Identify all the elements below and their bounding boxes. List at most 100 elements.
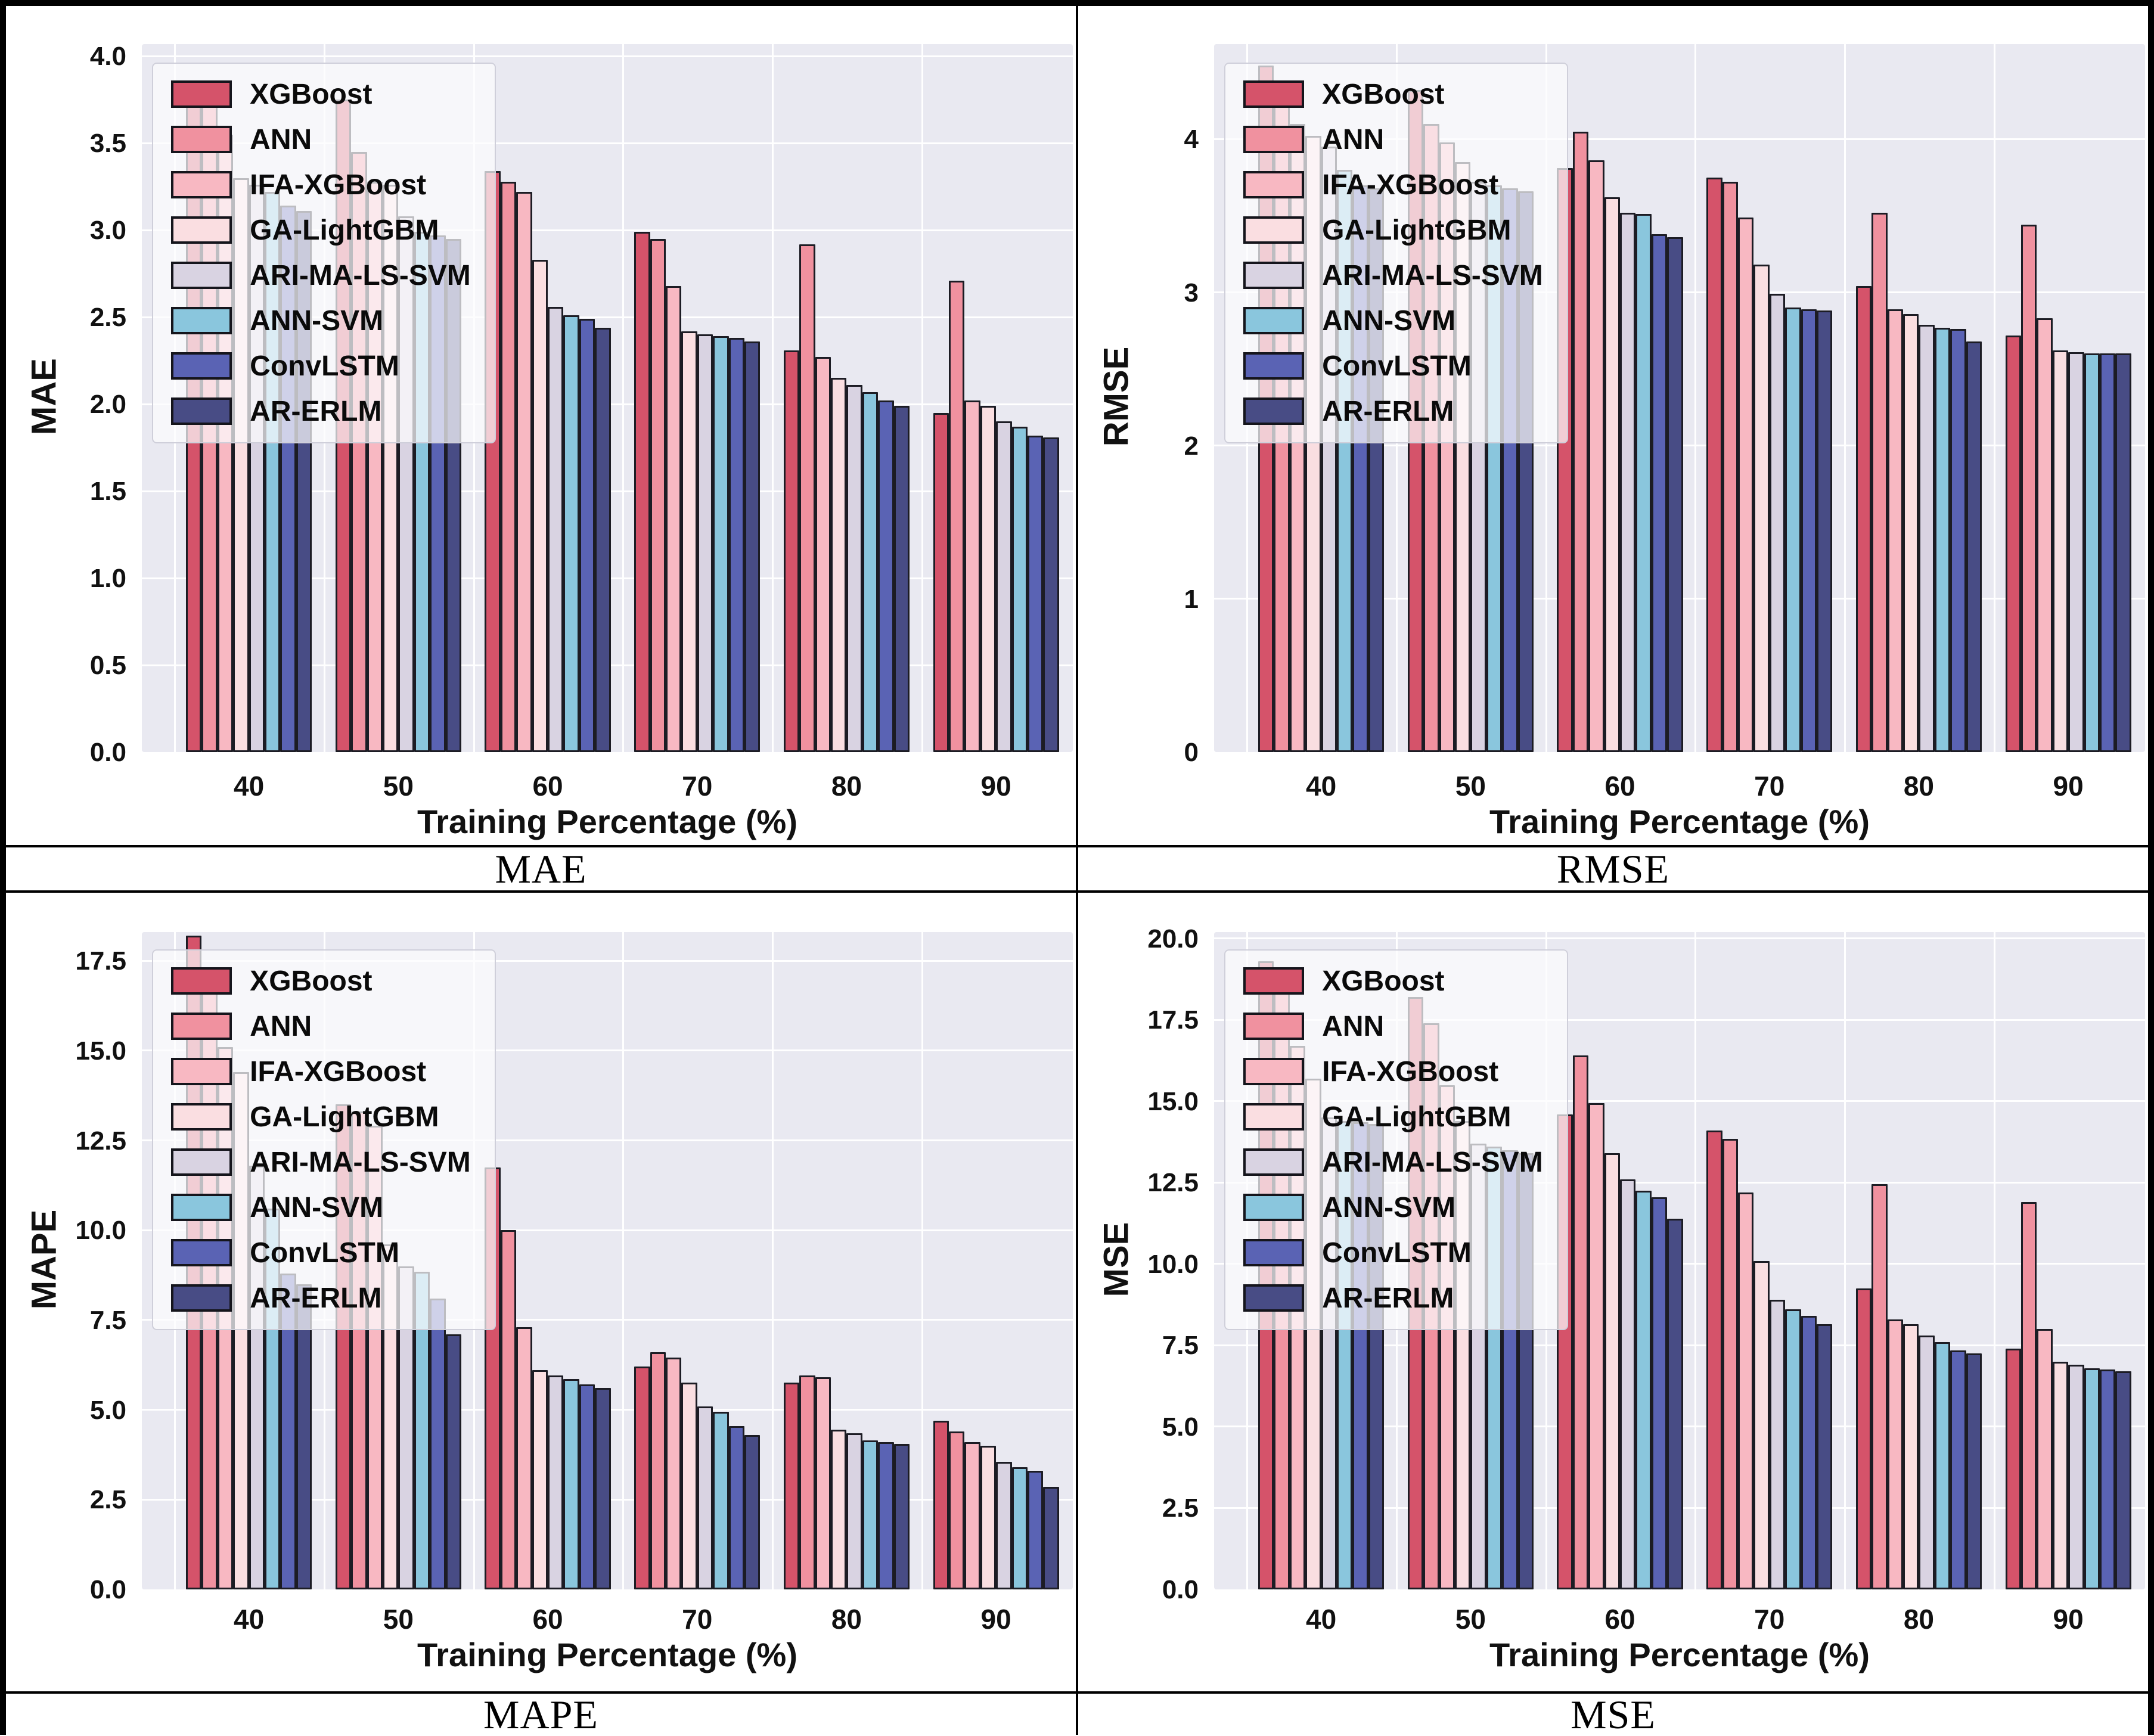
bar-mape-60-ANN-SVM [563,1379,579,1589]
legend-label-ConvLSTM: ConvLSTM [250,350,399,382]
x-tick-label: 50 [383,1604,414,1635]
legend-label-ANN: ANN [1322,123,1385,156]
legend-label-IFA-XGBoost: IFA-XGBoost [1322,1055,1499,1088]
horizontal-gridline [1214,937,2145,940]
bar-rmse-70-XGBoost [1706,177,1722,752]
legend-item-GA-LightGBM: GA-LightGBM [1243,1101,1543,1133]
x-tick-label: 90 [2053,771,2084,802]
bar-mse-70-AR-ERLM [1816,1324,1833,1589]
caption-mae: MAE [6,847,1076,890]
legend-swatch-GA-LightGBM [171,1103,232,1131]
bar-mape-80-ARI-MA-LS-SVM [846,1433,862,1589]
bar-mse-70-ARI-MA-LS-SVM [1769,1300,1786,1589]
bar-mape-80-ConvLSTM [878,1442,894,1589]
mae-plot-area: XGBoost ANN IFA-XGBoost GA-LightGBM ARI-MA-L… [142,44,1073,752]
rmse-y-axis-title: RMSE [1097,346,1136,447]
legend-label-IFA-XGBoost: IFA-XGBoost [250,1055,427,1088]
legend-label-AR-ERLM: AR-ERLM [1322,1282,1454,1314]
legend-swatch-AR-ERLM [171,1284,232,1312]
bar-mse-90-IFA-XGBoost [2037,1329,2053,1589]
legend-swatch-ConvLSTM [1243,1239,1305,1267]
bar-mape-50-AR-ERLM [445,1334,461,1589]
y-tick-label: 3.0 [89,216,126,246]
horizontal-gridline [1214,1018,2145,1021]
mae-x-axis-title: Training Percentage (%) [417,803,797,840]
y-tick-label: 5.0 [89,1395,126,1425]
bar-mse-60-ARI-MA-LS-SVM [1620,1179,1636,1589]
mape-legend: XGBoost ANN IFA-XGBoost GA-LightGBM ARI-MA-L… [152,949,496,1330]
bar-mse-80-ANN-SVM [1934,1342,1951,1589]
bar-mape-80-AR-ERLM [893,1443,910,1589]
bar-mse-60-ANN [1572,1055,1589,1589]
bar-mse-90-XGBoost [2005,1348,2021,1589]
bar-mae-70-ARI-MA-LS-SVM [697,334,713,752]
bar-mape-70-ANN [650,1352,666,1589]
bar-rmse-70-GA-LightGBM [1753,265,1770,752]
bar-mse-70-ANN-SVM [1785,1309,1801,1589]
horizontal-gridline [142,959,1073,962]
legend-label-AR-ERLM: AR-ERLM [250,395,382,427]
bar-rmse-60-AR-ERLM [1667,237,1683,752]
legend-swatch-ANN-SVM [171,307,232,335]
legend-item-ANN: ANN [1243,1010,1543,1043]
legend-swatch-AR-ERLM [1243,1284,1305,1312]
bar-mse-60-ConvLSTM [1651,1197,1668,1589]
bar-mae-90-ANN [948,280,965,752]
bar-mae-80-GA-LightGBM [831,378,847,752]
bar-mape-80-GA-LightGBM [831,1429,847,1589]
bar-rmse-80-ANN-SVM [1934,327,1951,752]
legend-item-ARI-MA-LS-SVM: ARI-MA-LS-SVM [171,259,471,292]
vertical-gridline [1993,932,1995,1589]
legend-label-ANN: ANN [1322,1010,1385,1042]
vertical-gridline [1993,44,1995,752]
legend-item-ARI-MA-LS-SVM: ARI-MA-LS-SVM [171,1146,471,1179]
bar-mae-90-ANN-SVM [1011,427,1028,752]
y-tick-label: 2.5 [89,303,126,333]
bar-mape-60-AR-ERLM [595,1388,611,1589]
caption-text-mape: MAPE [483,1694,598,1736]
x-tick-label: 40 [1306,1604,1337,1635]
y-tick-label: 1.5 [89,477,126,507]
legend-swatch-ConvLSTM [1243,352,1305,380]
bar-mape-60-ConvLSTM [579,1384,595,1589]
bar-rmse-60-ARI-MA-LS-SVM [1620,212,1636,752]
legend-label-GA-LightGBM: GA-LightGBM [1322,1101,1511,1133]
bar-rmse-90-ARI-MA-LS-SVM [2068,352,2084,752]
bar-mae-90-XGBoost [933,412,949,752]
bar-rmse-90-AR-ERLM [2115,353,2131,752]
legend-label-ANN-SVM: ANN-SVM [250,1191,384,1223]
bar-mse-90-ANN-SVM [2084,1368,2100,1589]
horizontal-gridline [142,1229,1073,1231]
horizontal-gridline [142,1049,1073,1052]
legend-item-ANN: ANN [171,123,471,156]
legend-swatch-ANN [1243,1013,1305,1041]
bar-mse-60-ANN-SVM [1635,1191,1652,1589]
bar-mae-90-IFA-XGBoost [964,400,980,752]
legend-item-ANN-SVM: ANN-SVM [171,1191,471,1224]
y-tick-label: 0.5 [89,651,126,681]
bar-mae-80-ANN [799,244,815,752]
bar-rmse-80-ANN [1871,212,1888,752]
x-tick-label: 40 [1306,771,1337,802]
bar-mae-60-IFA-XGBoost [516,192,532,752]
vertical-gridline [622,932,625,1589]
bar-rmse-90-ANN-SVM [2084,353,2100,752]
legend-item-ANN: ANN [1243,123,1543,156]
bar-mae-80-AR-ERLM [893,406,910,752]
bar-mse-60-AR-ERLM [1667,1218,1683,1589]
horizontal-gridline [142,1139,1073,1142]
legend-swatch-GA-LightGBM [1243,1103,1305,1131]
y-tick-label: 4 [1184,125,1199,154]
x-tick-label: 60 [1604,1604,1635,1635]
bar-mse-80-ConvLSTM [1950,1350,1966,1589]
y-tick-label: 3 [1184,278,1199,308]
legend-item-XGBoost: XGBoost [171,78,471,111]
x-tick-label: 60 [532,771,563,802]
bar-mape-40-AR-ERLM [296,1284,312,1589]
legend-item-IFA-XGBoost: IFA-XGBoost [171,1055,471,1088]
bar-mse-80-GA-LightGBM [1903,1324,1919,1589]
bar-mae-70-ANN [650,238,666,752]
vertical-gridline [772,932,774,1589]
bar-rmse-90-IFA-XGBoost [2037,318,2053,752]
